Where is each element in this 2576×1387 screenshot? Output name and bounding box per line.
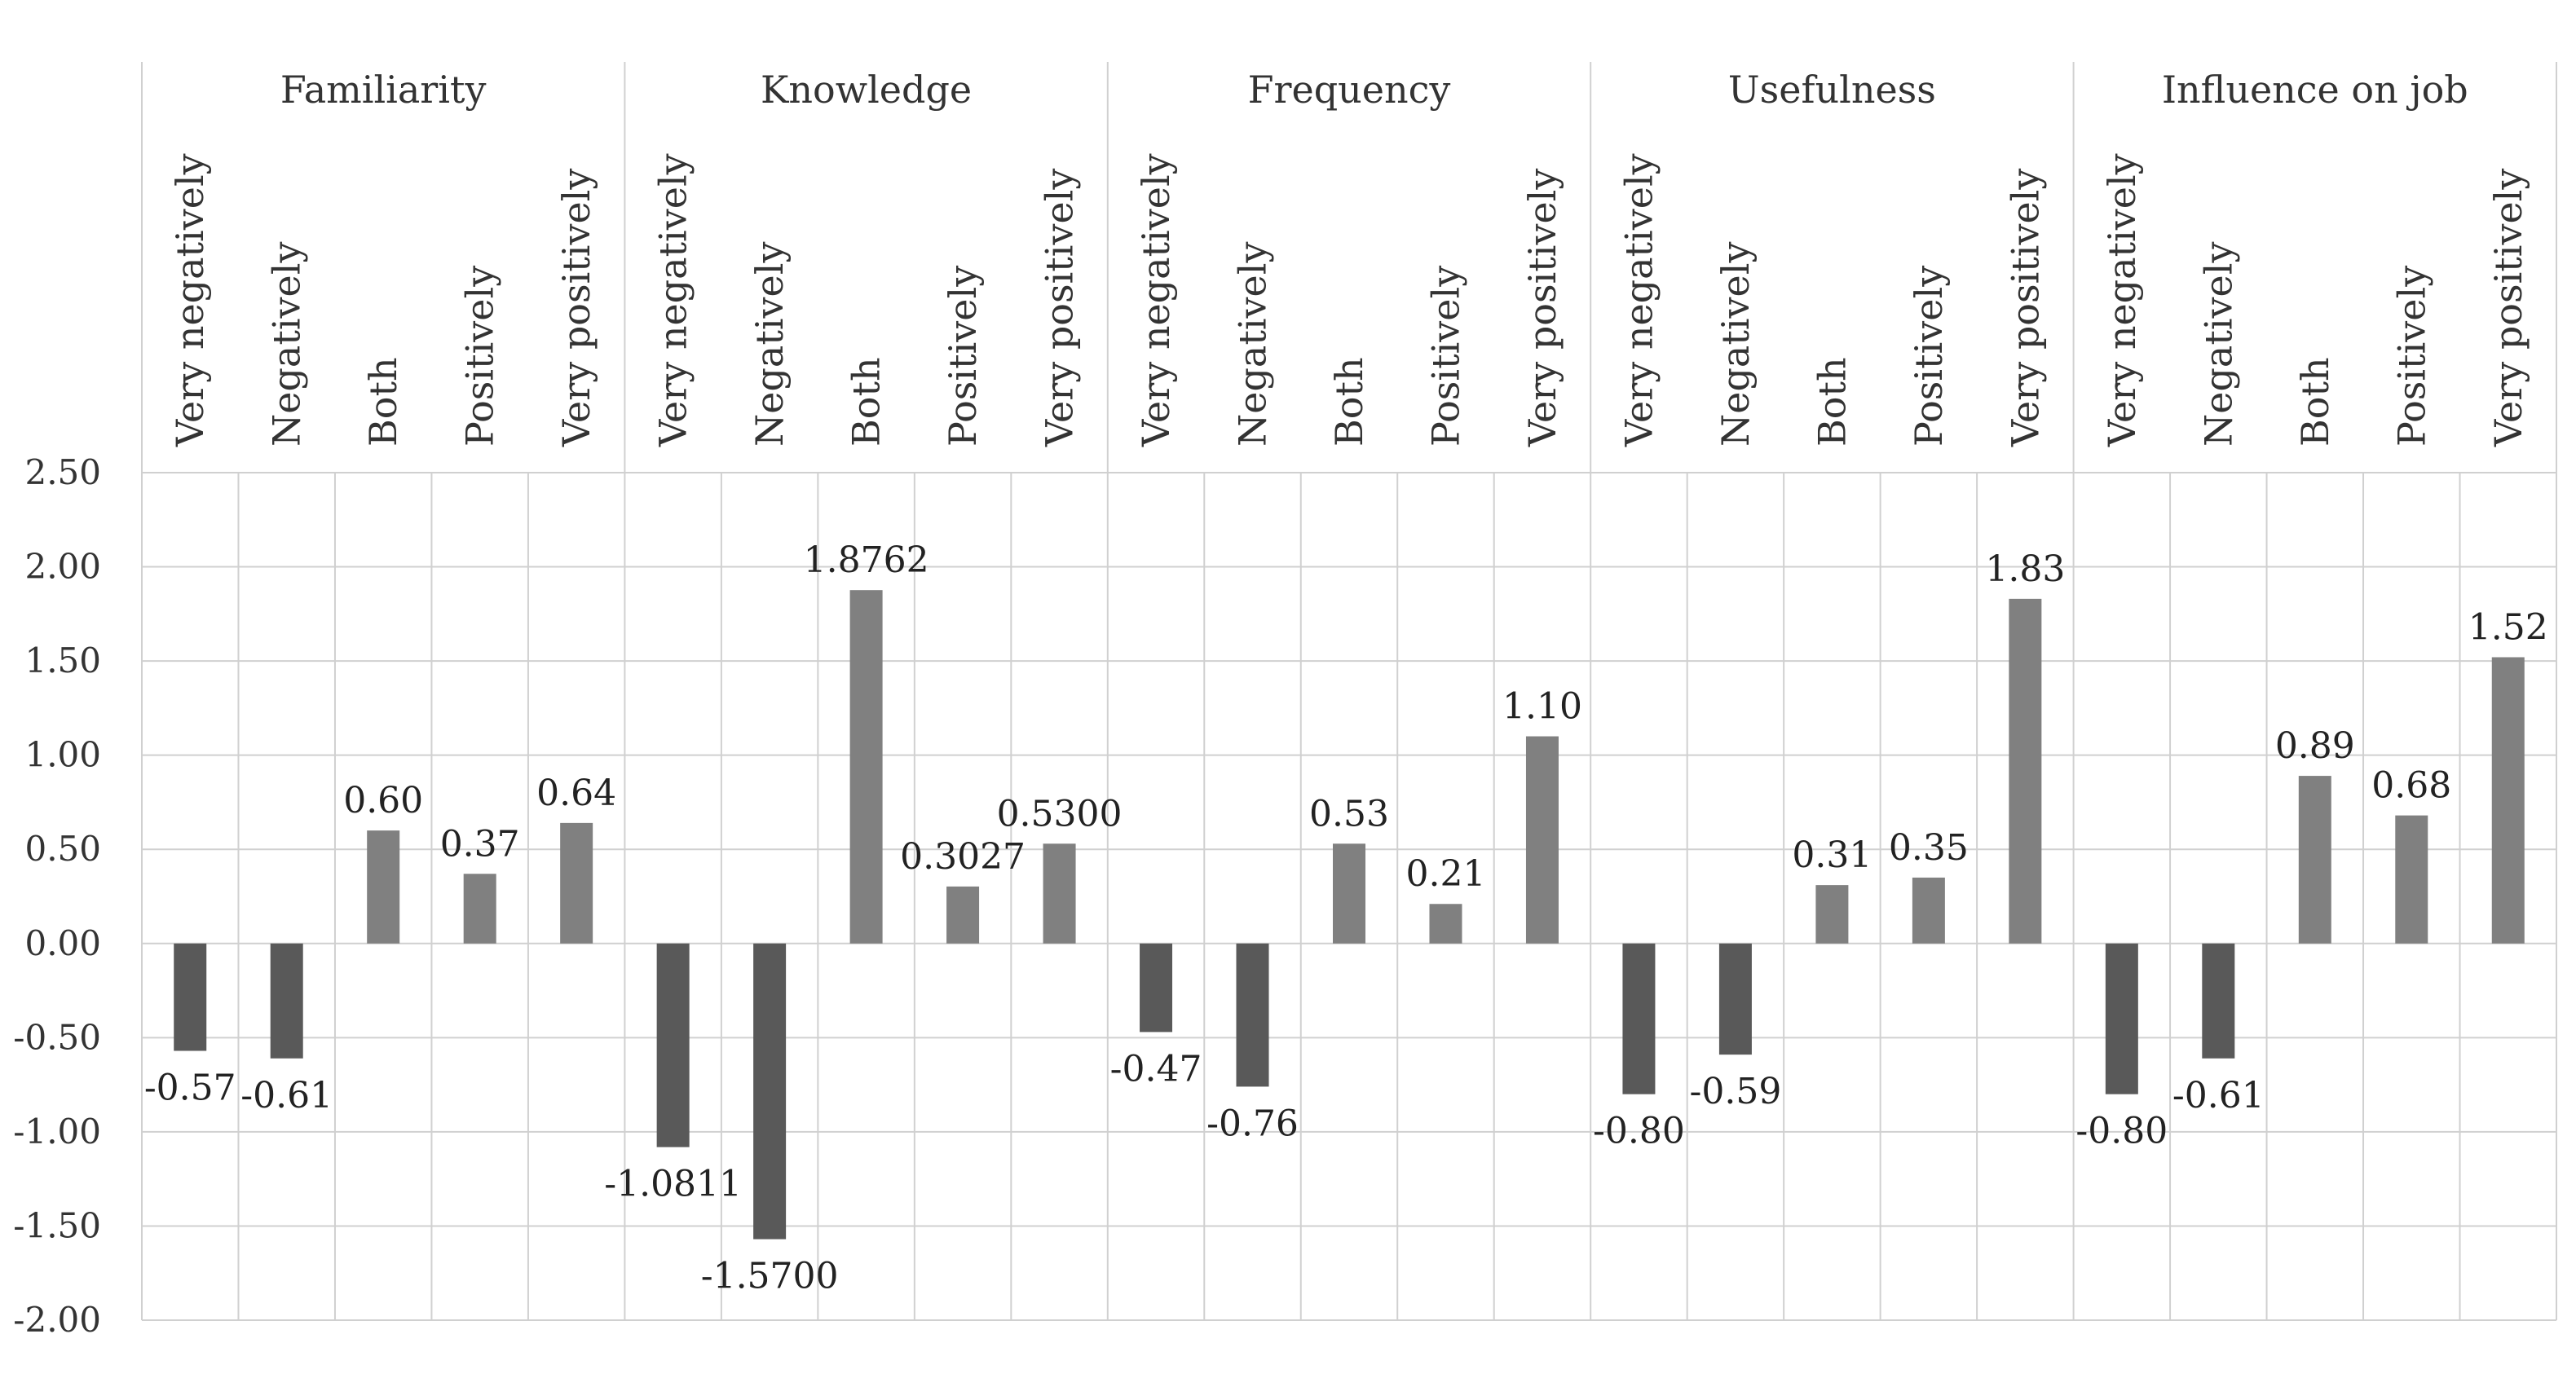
data-label: -0.61 — [2172, 1075, 2265, 1116]
bar — [753, 943, 787, 1239]
category-label: Both — [361, 357, 405, 447]
bar — [1333, 843, 1365, 944]
data-label: -1.0811 — [604, 1164, 742, 1205]
y-tick-label: 0.00 — [24, 923, 101, 963]
bar — [2202, 943, 2235, 1059]
y-tick-label: -0.50 — [13, 1017, 101, 1057]
bar-layer — [174, 590, 2525, 1239]
data-label: 0.60 — [343, 780, 423, 821]
category-label: Very positively — [2486, 169, 2530, 447]
grid-layer — [141, 62, 2557, 1321]
y-tick-label: -1.00 — [13, 1112, 101, 1151]
category-label: Very negatively — [651, 153, 695, 447]
bar — [174, 943, 207, 1051]
y-axis: 2.50 2.00 1.50 1.00 0.50 0.00 -0.50 -1.00 -1.50 -… — [13, 452, 101, 1340]
bar — [656, 943, 690, 1147]
category-label: Very positively — [554, 169, 598, 447]
data-label: -0.61 — [240, 1075, 333, 1116]
bar — [2491, 657, 2525, 944]
group-header: Influence on job — [2162, 68, 2468, 112]
data-label: 0.3027 — [900, 836, 1026, 878]
category-label: Both — [2293, 357, 2337, 447]
bar — [1429, 904, 1462, 944]
category-label: Negatively — [748, 242, 792, 447]
data-label: 0.53 — [1309, 793, 1389, 834]
data-label: -0.76 — [1206, 1103, 1299, 1144]
data-label: 1.10 — [1502, 686, 1582, 728]
category-label: Negatively — [265, 242, 309, 447]
group-header: Familiarity — [280, 68, 487, 112]
y-tick-label: 2.50 — [24, 452, 101, 492]
data-label: -0.47 — [1110, 1048, 1202, 1090]
data-label: 0.21 — [1405, 853, 1485, 895]
category-label: Positively — [458, 266, 502, 447]
bar — [1718, 943, 1752, 1055]
bar — [2395, 815, 2428, 944]
bar — [463, 874, 496, 944]
category-label: Negatively — [1231, 242, 1275, 447]
bar — [270, 943, 303, 1059]
category-label: Very negatively — [2100, 153, 2144, 447]
y-tick-label: 1.00 — [24, 735, 101, 775]
category-label: Negatively — [1714, 242, 1758, 447]
data-label: 1.83 — [1985, 548, 2065, 590]
bar — [1525, 736, 1559, 944]
category-label: Positively — [2389, 266, 2433, 447]
data-label: 1.52 — [2468, 606, 2548, 648]
category-label: Very negatively — [1134, 153, 1178, 447]
group-header: Usefulness — [1728, 68, 1936, 112]
category-label: Both — [845, 357, 889, 447]
bar — [2298, 776, 2331, 944]
category-label: Both — [1810, 357, 1854, 447]
data-label: 0.68 — [2371, 765, 2451, 807]
category-label: Very negatively — [168, 153, 212, 447]
bar — [1912, 877, 1945, 944]
data-label: 0.5300 — [997, 793, 1123, 834]
category-label: Positively — [1423, 266, 1467, 447]
bar — [1140, 943, 1173, 1033]
data-label: 0.35 — [1889, 827, 1969, 869]
data-label: 0.89 — [2275, 725, 2355, 767]
y-tick-label: 1.50 — [24, 641, 101, 680]
data-label: 0.37 — [440, 823, 520, 865]
bar — [2105, 943, 2138, 1094]
data-label-layer: -0.57 -0.610.600.370.64-1.0811-1.57001.87… — [144, 539, 2548, 1297]
data-label: 0.31 — [1792, 834, 1872, 876]
category-label: Very positively — [2003, 169, 2047, 447]
data-label: -0.59 — [1689, 1071, 1781, 1112]
bar — [1622, 943, 1656, 1094]
category-label: Very negatively — [1617, 153, 1661, 447]
data-label: -0.57 — [144, 1068, 236, 1109]
bar — [1236, 943, 1269, 1087]
category-label: Positively — [1907, 266, 1951, 447]
y-tick-label: 0.50 — [24, 829, 101, 869]
category-label: Both — [1327, 357, 1371, 447]
bar — [2009, 598, 2042, 944]
data-label: -0.80 — [2075, 1111, 2168, 1152]
data-label: -0.80 — [1593, 1111, 1685, 1152]
bar — [849, 590, 883, 944]
category-label: Very positively — [1038, 169, 1082, 447]
y-tick-label: 2.00 — [24, 547, 101, 587]
group-header: Knowledge — [761, 68, 972, 112]
y-tick-label: -1.50 — [13, 1205, 101, 1245]
data-label: -1.5700 — [701, 1256, 839, 1297]
bar — [1043, 843, 1076, 944]
data-label: 0.64 — [536, 773, 616, 814]
y-tick-label: -2.00 — [13, 1300, 101, 1340]
group-header: Frequency — [1248, 68, 1451, 112]
category-label: Negatively — [2196, 242, 2240, 447]
data-label: 1.8762 — [804, 539, 929, 581]
bar — [560, 822, 593, 944]
category-label: Positively — [941, 266, 985, 447]
header-layer: Familiarity Very negatively Negatively Both… — [168, 68, 2530, 447]
bar — [1815, 885, 1849, 944]
bar — [946, 886, 980, 944]
bar — [367, 830, 400, 944]
category-label: Very positively — [1520, 169, 1564, 447]
